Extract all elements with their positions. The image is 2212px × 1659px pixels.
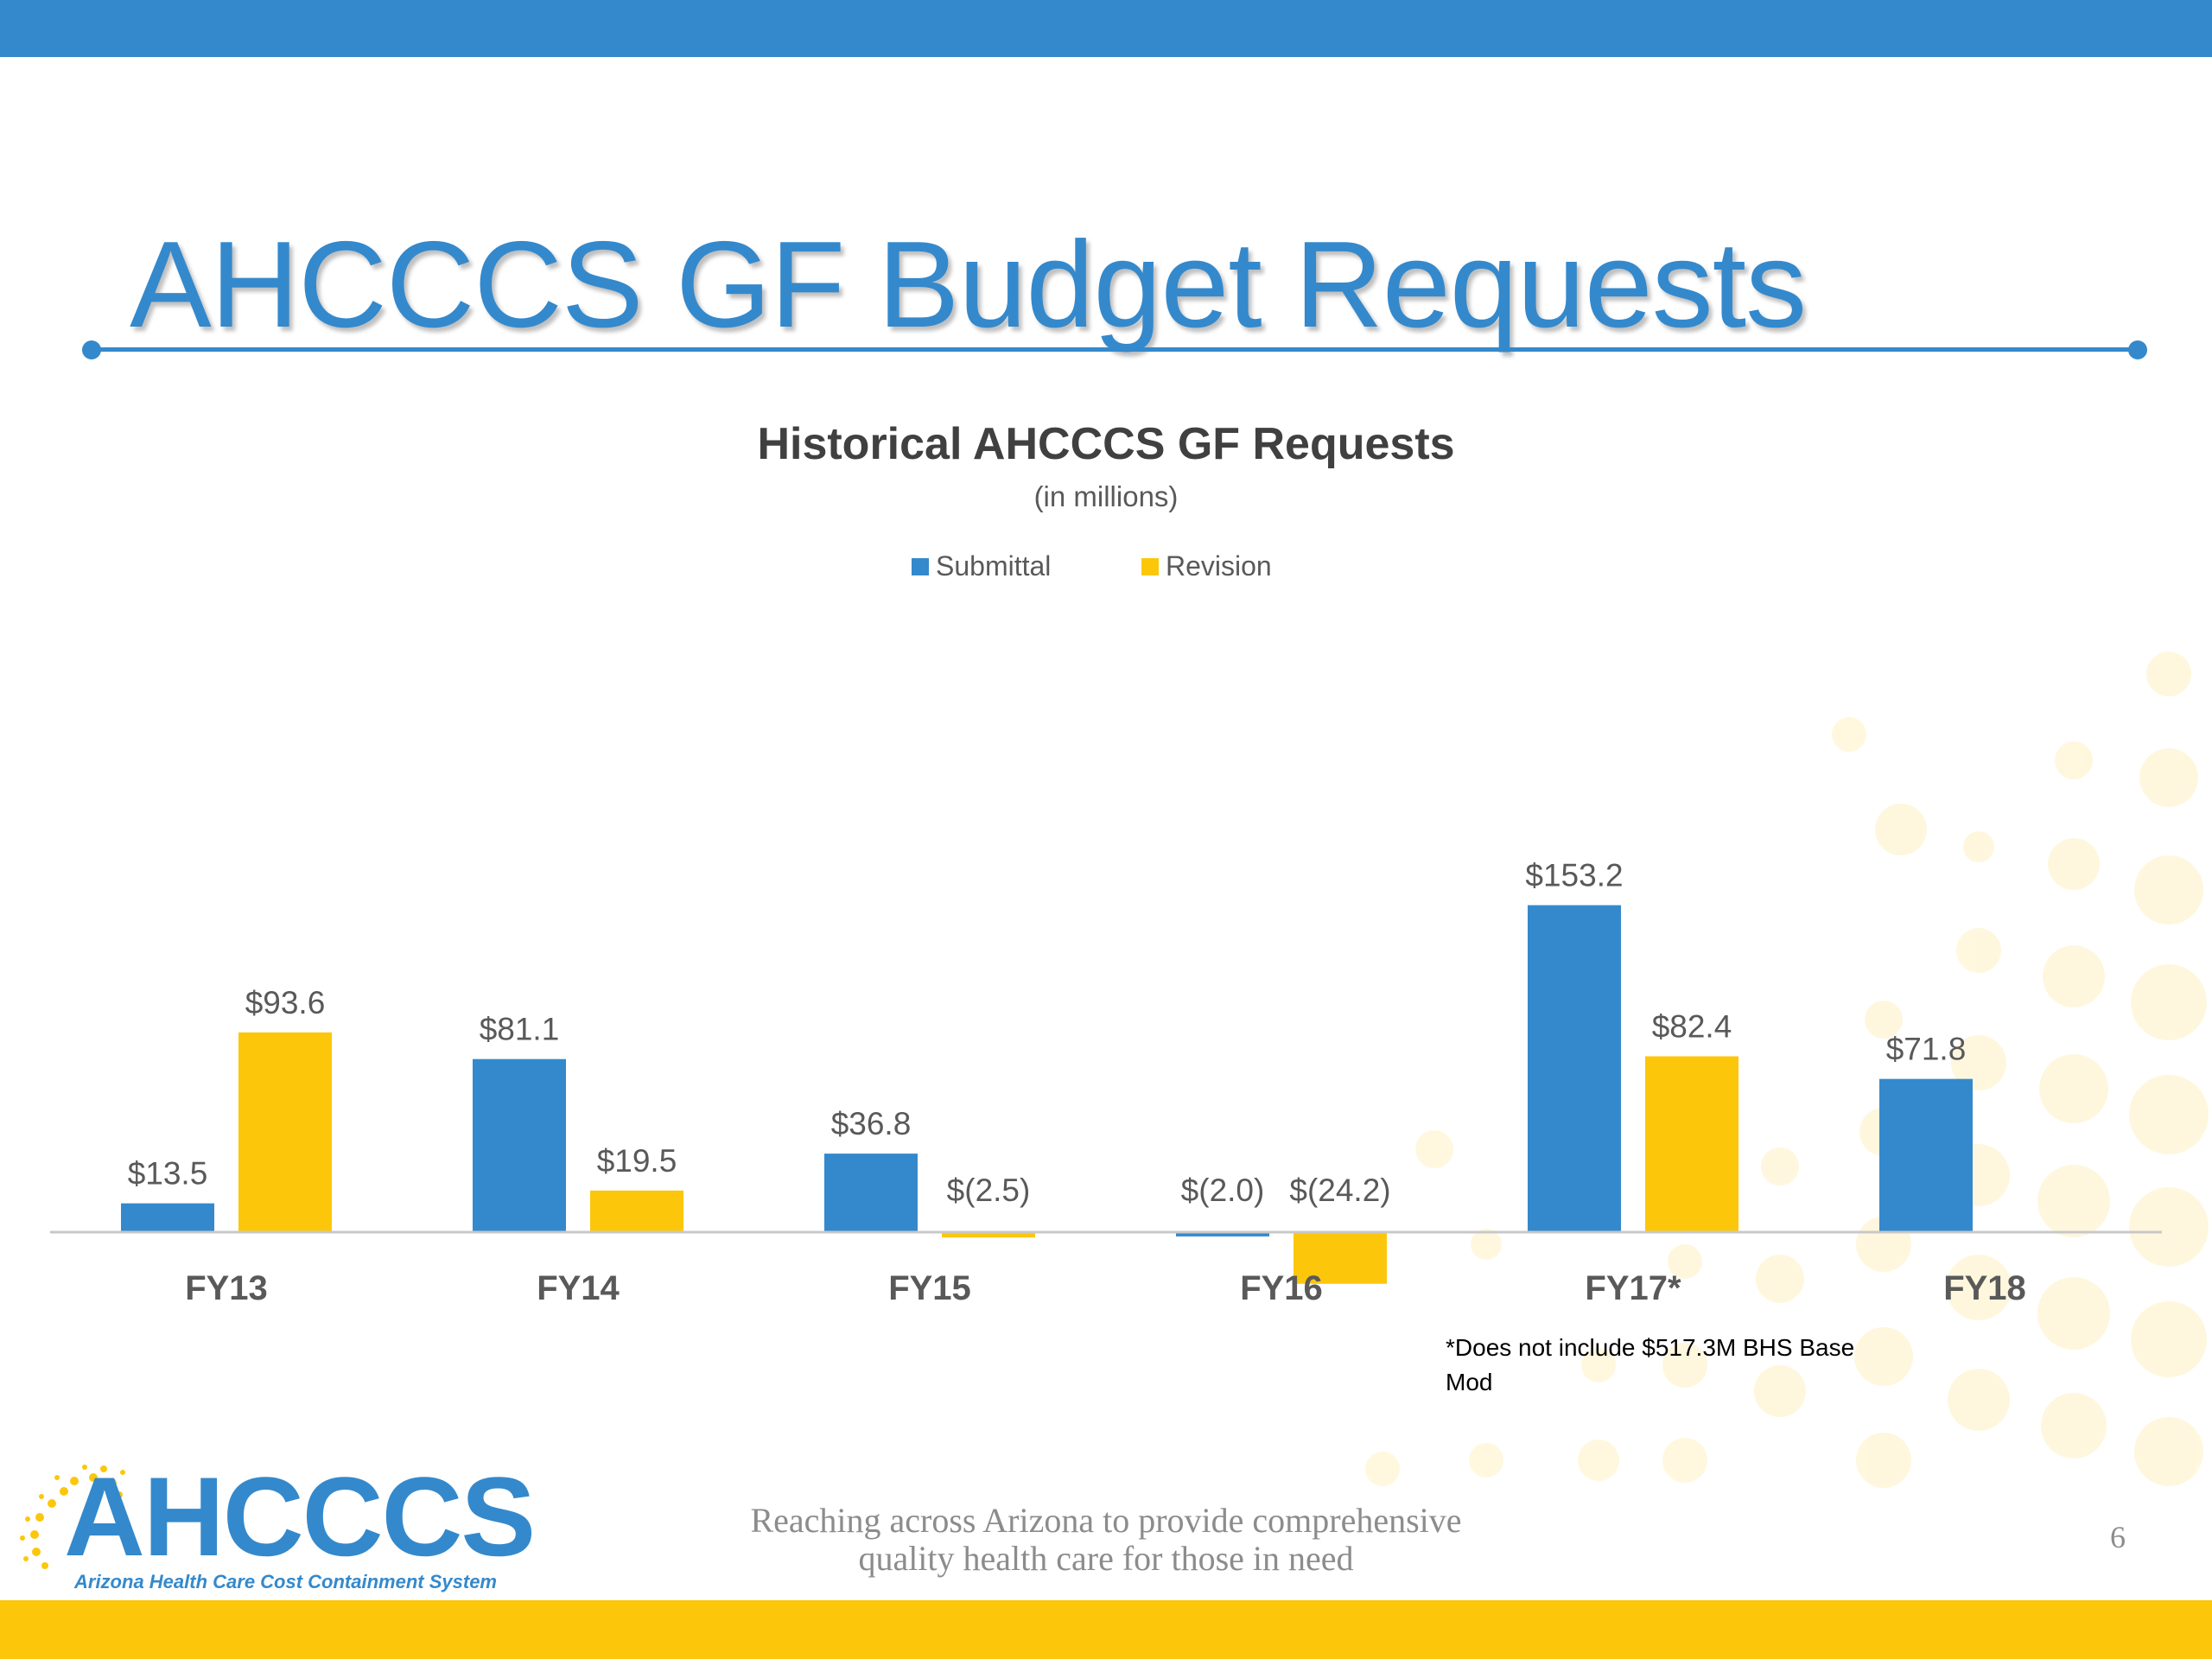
footer-tagline: Reaching across Arizona to provide compr…	[674, 1502, 1538, 1578]
data-label-submittal-fy13: $13.5	[128, 1156, 208, 1192]
legend-label-submittal: Submittal	[936, 550, 1052, 582]
title-underline-left-dot	[82, 340, 101, 359]
page-number: 6	[2110, 1520, 2126, 1554]
top-accent-bar	[0, 0, 2212, 57]
chart-footnote: *Does not include $517.3M BHS Base Mod	[1446, 1334, 1855, 1395]
legend-label-revision: Revision	[1166, 550, 1272, 582]
bar-submittal-fy16	[1176, 1232, 1269, 1236]
x-tick-label-fy15: FY15	[888, 1269, 971, 1307]
data-label-revision-fy15: $(2.5)	[947, 1173, 1031, 1208]
title-underline-right-dot	[2128, 340, 2147, 359]
bottom-accent-bar	[0, 1600, 2212, 1659]
slide-title: AHCCCS GF Budget Requests	[130, 216, 1807, 353]
legend-swatch-submittal	[912, 557, 929, 575]
x-tick-label-fy14: FY14	[537, 1269, 620, 1307]
footer-tagline-line-1: Reaching across Arizona to provide compr…	[750, 1501, 1462, 1540]
logo-wordmark: AHCCCS	[64, 1453, 536, 1580]
footer-tagline-line-2: quality health care for those in need	[858, 1539, 1354, 1578]
bar-revision-fy13	[238, 1032, 332, 1232]
bar-submittal-fy15	[824, 1154, 918, 1232]
title-underline	[92, 347, 2139, 352]
x-tick-label-fy13: FY13	[185, 1269, 268, 1307]
data-label-revision-fy17: $82.4	[1652, 1008, 1732, 1044]
legend-item-submittal: Submittal	[912, 550, 1051, 582]
bar-revision-fy17	[1645, 1056, 1738, 1232]
data-label-submittal-fy15: $36.8	[831, 1106, 912, 1141]
chart-title: Historical AHCCCS GF Requests	[757, 419, 1455, 469]
data-label-submittal-fy17: $153.2	[1525, 858, 1623, 893]
bar-revision-fy14	[590, 1190, 683, 1232]
chart-subtitle: (in millions)	[1033, 480, 1179, 512]
legend-swatch-revision	[1141, 557, 1159, 575]
data-label-submittal-fy14: $81.1	[480, 1012, 560, 1047]
bar-submittal-fy14	[473, 1058, 566, 1232]
bar-revision-fy15	[942, 1232, 1035, 1238]
logo-subtitle: Arizona Health Care Cost Containment Sys…	[74, 1571, 497, 1592]
data-label-revision-fy14: $19.5	[597, 1143, 677, 1179]
legend-item-revision: Revision	[1141, 550, 1272, 582]
bar-submittal-fy18	[1879, 1078, 1973, 1232]
bar-revision-fy16	[1294, 1232, 1387, 1284]
data-label-submittal-fy18: $71.8	[1886, 1032, 1967, 1067]
data-label-submittal-fy16: $(2.0)	[1181, 1173, 1265, 1208]
data-label-revision-fy13: $93.6	[245, 985, 326, 1020]
bar-submittal-fy17	[1528, 905, 1621, 1232]
data-label-revision-fy16: $(24.2)	[1289, 1173, 1390, 1208]
bar-submittal-fy13	[121, 1203, 214, 1232]
x-tick-label-fy18: FY18	[1943, 1269, 2026, 1307]
x-tick-label-fy16: FY16	[1240, 1269, 1323, 1307]
ahcccs-sun-icon	[20, 1465, 125, 1569]
x-tick-label-fy17: FY17*	[1585, 1269, 1681, 1307]
